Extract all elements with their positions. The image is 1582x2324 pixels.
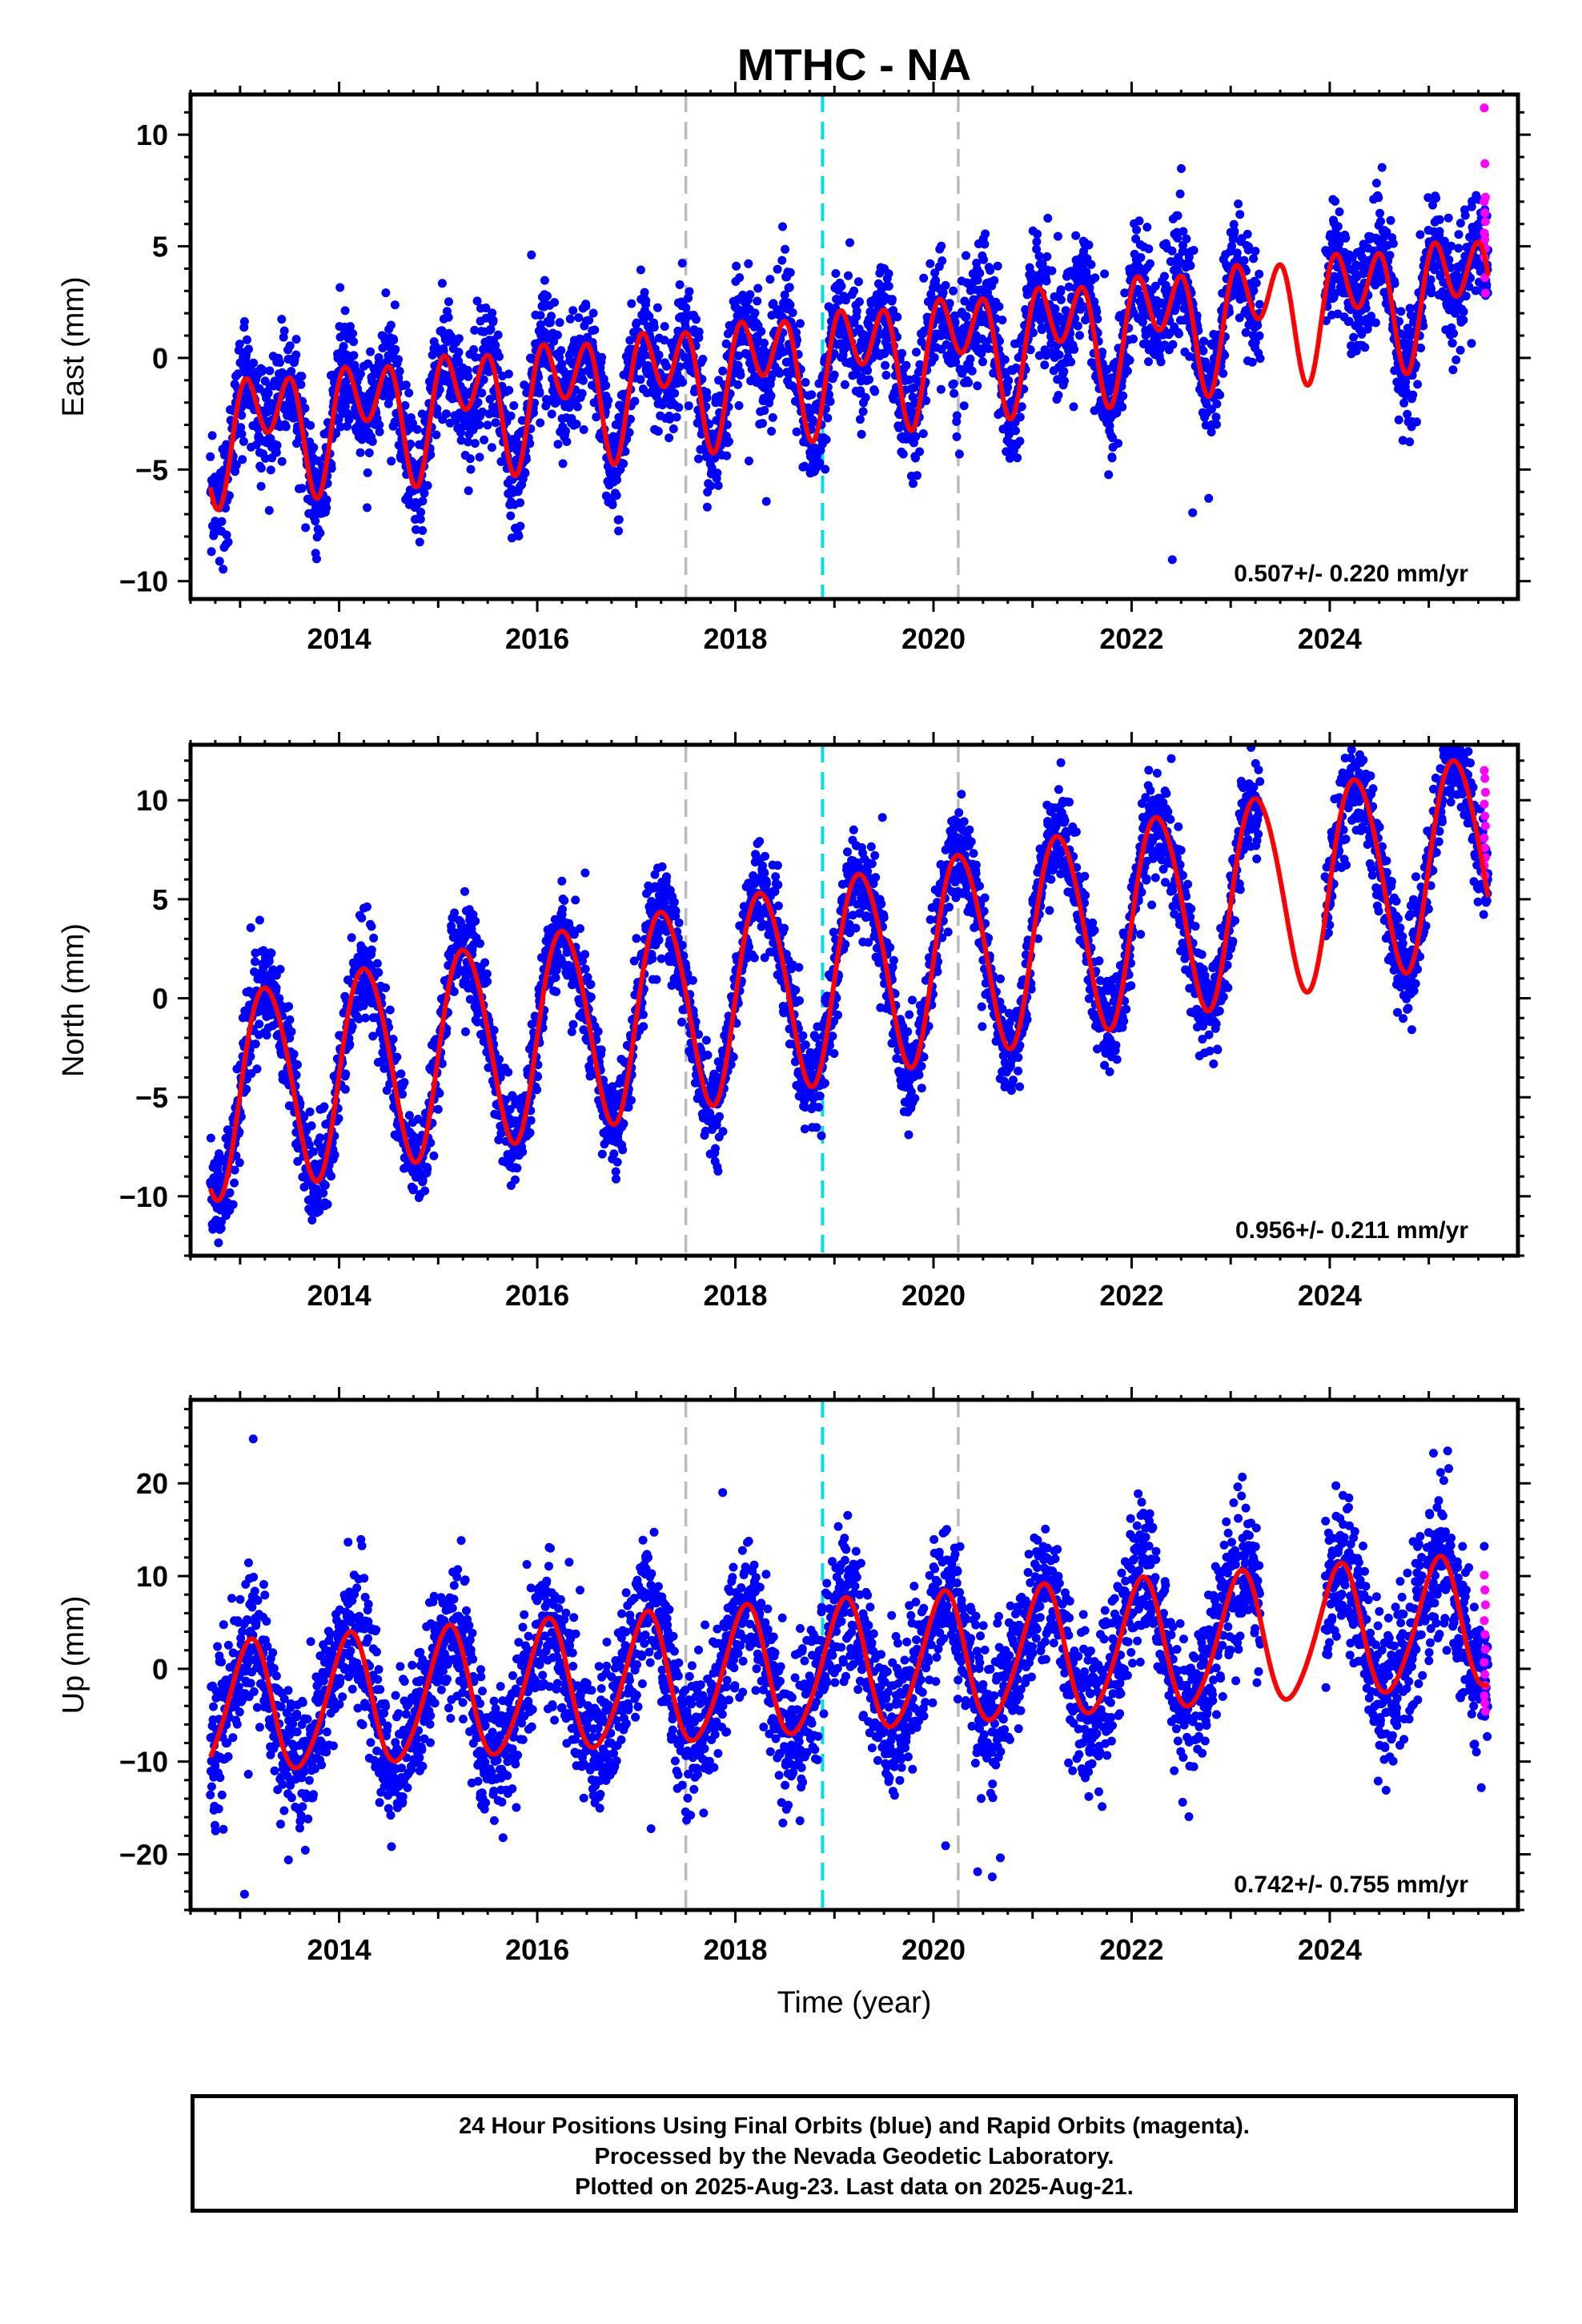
rapid-point (1480, 766, 1488, 775)
x-tick-label: 2014 (307, 1933, 371, 1966)
rapid-point (1480, 1699, 1489, 1707)
x-tick-label: 2024 (1298, 1933, 1362, 1966)
y-tick-label: 0 (152, 1653, 168, 1686)
rapid-point (1480, 197, 1488, 206)
model-fit-line (211, 761, 1488, 1200)
rapid-point (1480, 834, 1488, 842)
rapid-point (1481, 217, 1490, 226)
y-tick-label: 5 (152, 883, 168, 916)
y-tick-label: −5 (135, 1081, 168, 1114)
y-tick-label: 10 (136, 119, 168, 151)
rapid-point (1480, 800, 1488, 809)
y-tick-label: −10 (119, 1746, 168, 1779)
velocity-label: 0.507+/- 0.220 mm/yr (1234, 561, 1468, 587)
y-tick-label: 20 (136, 1467, 168, 1500)
x-tick-label: 2020 (901, 1933, 966, 1966)
y-tick-label: −20 (119, 1839, 168, 1872)
y-tick-label: −10 (119, 1180, 168, 1213)
x-tick-label: 2020 (901, 1279, 966, 1312)
rapid-point (1480, 1670, 1489, 1679)
rapid-point (1480, 159, 1489, 168)
panel-up: −20 −10 0 10 20 2014 2016 2018 2020 2022 2024 Up (m… (57, 1350, 1531, 2020)
y-axis-label: East (mm) (57, 276, 90, 416)
footer-box: 24 Hour Positions Using Final Orbits (bl… (191, 2094, 1518, 2213)
x-tick-label: 2024 (1298, 622, 1362, 655)
x-tick-label: 2020 (901, 622, 966, 655)
y-tick-label: 0 (152, 983, 168, 1015)
rapid-point (1480, 103, 1488, 112)
x-tick-label: 2022 (1099, 1279, 1163, 1312)
rapid-point (1480, 1616, 1488, 1625)
chart-title: MTHC - NA (737, 39, 971, 90)
footer-line-1: 24 Hour Positions Using Final Orbits (bl… (195, 2111, 1514, 2141)
rapid-point (1481, 289, 1490, 298)
rapid-point (1480, 1630, 1489, 1639)
rapid-point (1481, 1645, 1490, 1654)
x-tick-label: 2022 (1099, 1933, 1163, 1966)
x-tick-label: 2024 (1298, 1279, 1362, 1312)
velocity-label: 0.742+/- 0.755 mm/yr (1234, 1872, 1468, 1898)
rapid-point (1481, 788, 1490, 797)
x-tick-label: 2016 (505, 1279, 569, 1312)
rapid-point (1480, 1586, 1489, 1594)
rapid-point (1481, 1707, 1490, 1716)
x-tick-label: 2018 (703, 1279, 767, 1312)
y-tick-label: 0 (152, 342, 168, 375)
rapid-point (1480, 774, 1489, 783)
y-tick-label: 5 (152, 231, 168, 263)
x-tick-label: 2018 (703, 1933, 767, 1966)
y-axis-label: Up (mm) (57, 1596, 90, 1715)
rapid-point (1480, 1658, 1488, 1667)
rapid-point (1481, 822, 1490, 830)
x-tick-label: 2016 (505, 1933, 569, 1966)
y-tick-label: 10 (136, 1560, 168, 1593)
footer-line-2: Processed by the Nevada Geodetic Laborat… (195, 2141, 1514, 2172)
panel-east: −10 −5 0 5 10 2014 2016 2018 2020 2022 2024 East (m… (57, 82, 1531, 655)
rapid-point (1480, 812, 1489, 821)
y-tick-label: −10 (119, 565, 168, 598)
footer-line-3: Plotted on 2025-Aug-23. Last data on 202… (195, 2172, 1514, 2202)
y-tick-label: 10 (136, 784, 168, 817)
x-axis-label: Time (year) (777, 1986, 932, 2020)
x-tick-label: 2018 (703, 622, 767, 655)
rapid-point (1480, 1570, 1488, 1579)
rapid-point (1480, 208, 1489, 217)
x-tick-label: 2022 (1099, 622, 1163, 655)
x-tick-label: 2014 (307, 622, 371, 655)
plot-frame (191, 745, 1518, 1256)
rapid-point (1481, 1600, 1490, 1609)
y-tick-label: −5 (135, 453, 168, 486)
x-tick-label: 2016 (505, 622, 569, 655)
panel-north: −10 −5 0 5 10 2014 2016 2018 2020 2022 2024 North (… (57, 711, 1531, 1312)
x-tick-label: 2014 (307, 1279, 371, 1312)
velocity-label: 0.956+/- 0.211 mm/yr (1235, 1217, 1468, 1244)
y-axis-label: North (mm) (57, 923, 90, 1077)
